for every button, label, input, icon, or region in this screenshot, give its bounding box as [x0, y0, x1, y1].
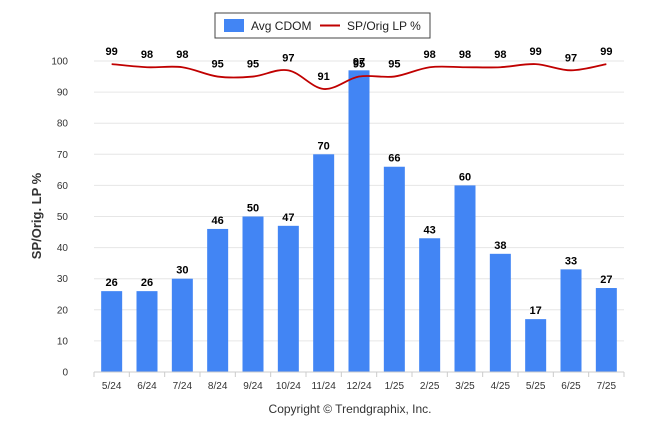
x-tick-label-6/24: 6/24 [137, 381, 157, 392]
x-tick-label-2/25: 2/25 [420, 381, 440, 392]
y-tick-label-100: 100 [51, 57, 68, 68]
sp-orig-lp-line [111, 63, 607, 90]
bar-6/24 [136, 291, 158, 372]
y-tick-label-50: 50 [57, 212, 69, 223]
bar-4/25 [489, 253, 511, 372]
x-tick-label-1/25: 1/25 [385, 381, 405, 392]
line-value-label-3/25: 98 [459, 49, 471, 61]
bar-7/25 [595, 288, 617, 372]
line-value-label-6/25: 97 [565, 52, 577, 64]
x-tick-label-12/24: 12/24 [346, 381, 371, 392]
line-value-label-2/25: 98 [424, 49, 436, 61]
bar-value-label-5/24: 26 [106, 277, 118, 289]
bar-value-label-7/24: 30 [176, 265, 188, 277]
x-tick-label-5/24: 5/24 [102, 381, 122, 392]
x-tick-label-5/25: 5/25 [526, 381, 546, 392]
bar-value-label-2/25: 43 [424, 224, 436, 236]
y-tick-label-60: 60 [57, 181, 69, 192]
bar-10/24 [277, 225, 299, 372]
bar-9/24 [242, 216, 264, 372]
line-value-label-7/24: 98 [176, 49, 188, 61]
axis-layer: 0 10 20 30 40 50 60 70 80 90 100 5/24 6/24 7/24 8/24 9/… [51, 57, 625, 392]
bar-11/24 [313, 154, 335, 372]
bar-value-label-9/24: 50 [247, 203, 259, 215]
bar-value-label-5/25: 17 [530, 305, 542, 317]
y-tick-label-40: 40 [57, 243, 69, 254]
bar-value-label-6/24: 26 [141, 277, 153, 289]
legend: Avg CDOM SP/Orig LP % [214, 12, 431, 39]
bar-value-label-12/24: 97 [353, 56, 365, 68]
bar-2/25 [419, 238, 441, 372]
line-layer [111, 63, 607, 90]
bar-value-label-11/24: 70 [318, 140, 330, 152]
bar-7/24 [171, 278, 193, 372]
line-value-label-10/24: 97 [282, 52, 294, 64]
y-tick-label-80: 80 [57, 119, 69, 130]
bar-12/24 [348, 70, 370, 372]
copyright-text: Copyright © Trendgraphix, Inc. [269, 402, 432, 416]
y-tick-label-70: 70 [57, 150, 69, 161]
bar-value-label-10/24: 47 [282, 212, 294, 224]
bar-6/25 [560, 269, 582, 372]
line-value-label-9/24: 95 [247, 59, 259, 71]
y-tick-label-0: 0 [62, 368, 68, 379]
x-tick-label-6/25: 6/25 [561, 381, 581, 392]
line-value-label-5/25: 99 [530, 46, 542, 58]
line-value-label-11/24: 91 [318, 71, 330, 83]
bar-1/25 [383, 166, 405, 372]
line-value-label-4/25: 98 [494, 49, 506, 61]
line-value-label-8/24: 95 [212, 59, 224, 71]
legend-swatch-avg-cdom [224, 19, 244, 32]
bar-5/24 [101, 291, 123, 372]
x-tick-label-11/24: 11/24 [312, 381, 337, 392]
legend-label-avg-cdom: Avg CDOM [251, 19, 311, 33]
bar-value-label-4/25: 38 [494, 240, 506, 252]
labels-layer: 26 26 30 46 50 47 70 97 66 43 60 38 17 33 27 99 98 98 95 95… [106, 46, 613, 317]
x-tick-label-8/24: 8/24 [208, 381, 228, 392]
line-value-label-12/24: 95 [353, 59, 365, 71]
y-tick-label-30: 30 [57, 274, 69, 285]
x-tick-label-9/24: 9/24 [243, 381, 263, 392]
bar-value-label-8/24: 46 [212, 215, 224, 227]
bar-value-label-7/25: 27 [600, 274, 612, 286]
x-tick-label-10/24: 10/24 [276, 381, 301, 392]
bar-value-label-1/25: 66 [388, 153, 400, 165]
x-tick-label-4/25: 4/25 [491, 381, 511, 392]
y-axis-label: SP/Orig. LP % [29, 172, 44, 259]
x-tick-label-7/24: 7/24 [173, 381, 193, 392]
line-value-label-5/24: 99 [106, 46, 118, 58]
line-value-label-6/24: 98 [141, 49, 153, 61]
bar-5/25 [525, 319, 547, 372]
bar-8/24 [207, 228, 229, 372]
bar-value-label-6/25: 33 [565, 255, 577, 267]
y-tick-label-10: 10 [57, 336, 69, 347]
x-tick-label-3/25: 3/25 [455, 381, 475, 392]
legend-label-sp-orig: SP/Orig LP % [347, 19, 421, 33]
bar-3/25 [454, 185, 476, 372]
bar-value-label-3/25: 60 [459, 171, 471, 183]
bars-layer [101, 70, 617, 372]
y-tick-label-90: 90 [57, 88, 69, 99]
y-tick-label-20: 20 [57, 305, 69, 316]
line-value-label-7/25: 99 [600, 46, 612, 58]
line-value-label-1/25: 95 [388, 59, 400, 71]
x-tick-label-7/25: 7/25 [597, 381, 617, 392]
